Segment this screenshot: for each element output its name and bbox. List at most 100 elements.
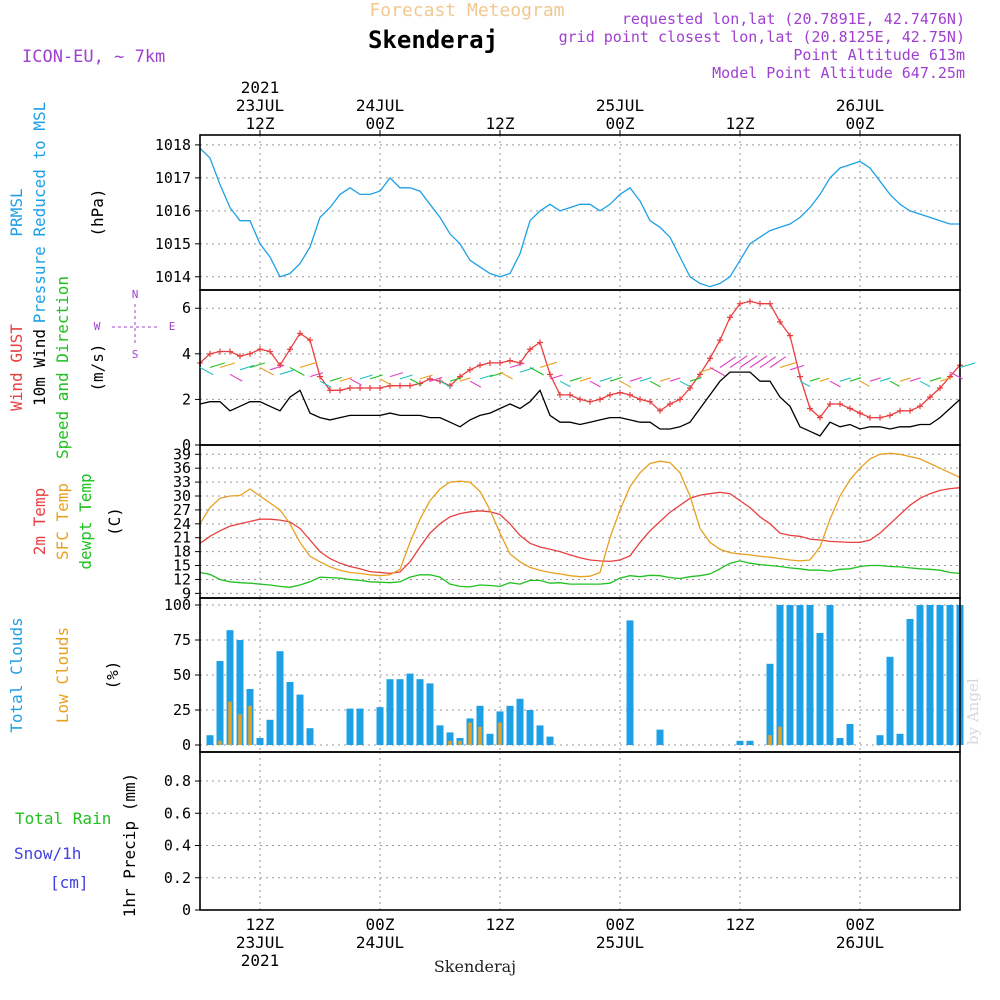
- cloud-bar-total: [406, 673, 414, 745]
- wind-direction-arrow: [229, 373, 243, 382]
- gust-marker: [737, 300, 743, 307]
- gust-marker: [747, 298, 753, 305]
- compass-s: S: [132, 348, 139, 361]
- gust-marker: [717, 337, 723, 344]
- cloud-bar-total: [266, 719, 274, 745]
- cloud-bar-total: [736, 740, 744, 745]
- snow-unit-label: [cm]: [50, 873, 89, 892]
- wind-direction-arrow: [879, 377, 891, 382]
- wind-direction-arrow: [489, 372, 504, 378]
- bottom-time-label: 2021: [241, 951, 280, 970]
- gust-marker: [837, 400, 843, 407]
- series-line-10m-wind: [199, 371, 961, 437]
- panel-unit: (hPa): [88, 188, 107, 236]
- wind-direction-arrow: [529, 367, 544, 376]
- wind-direction-arrow: [599, 376, 612, 382]
- wind-direction-arrow: [559, 380, 571, 388]
- gust-marker: [807, 405, 813, 412]
- watermark: by Angel: [964, 678, 982, 745]
- model-label: ICON-EU, ~ 7km: [22, 47, 165, 67]
- top-time-label: 00Z: [606, 114, 635, 133]
- panel-ylabel: Wind GUST: [7, 324, 26, 411]
- gust-marker: [677, 396, 683, 403]
- y-tick-label: 25: [173, 701, 191, 719]
- cloud-bar-total: [216, 661, 224, 745]
- y-tick-label: 75: [173, 631, 191, 649]
- gust-marker: [707, 355, 713, 362]
- gust-marker: [667, 400, 673, 407]
- panels: 202123JUL12Z12Z23JUL202124JUL00Z00Z24JUL…: [7, 78, 976, 970]
- gust-marker: [207, 350, 213, 357]
- bottom-time-label: 00Z: [366, 915, 395, 934]
- cloud-bar-total: [236, 640, 244, 745]
- wind-direction-arrow: [369, 374, 383, 380]
- cloud-bar-total: [846, 724, 854, 745]
- cloud-bar-total: [816, 633, 824, 745]
- wind-direction-arrow: [659, 377, 671, 382]
- wind-direction-arrow: [509, 362, 525, 369]
- snow-label: Snow/1h: [14, 844, 81, 863]
- gust-marker: [907, 407, 913, 414]
- y-tick-label: 24: [173, 515, 191, 533]
- cloud-bar-total: [536, 725, 544, 745]
- wind-direction-arrow: [829, 380, 841, 388]
- cloud-bar-low: [238, 714, 242, 745]
- y-tick-label: 0.6: [164, 804, 191, 822]
- wind-direction-arrow: [839, 377, 851, 382]
- cloud-bar-total: [916, 605, 924, 745]
- wind-direction-arrow: [239, 364, 255, 371]
- y-tick-label: 39: [173, 445, 191, 463]
- cloud-bar-total: [786, 605, 794, 745]
- y-tick-label: 0: [182, 436, 191, 454]
- cloud-bar-total: [526, 710, 534, 745]
- wind-direction-arrow: [779, 362, 796, 369]
- cloud-bar-total: [766, 663, 774, 745]
- y-tick-label: 0: [182, 901, 191, 919]
- panel-ylabel: PRMSL: [7, 188, 26, 236]
- bottom-time-label: 25JUL: [596, 933, 644, 952]
- wind-direction-arrow: [349, 378, 362, 386]
- y-tick-label: 0.4: [164, 837, 191, 855]
- bottom-time-label: 23JUL: [236, 933, 284, 952]
- gust-marker: [757, 300, 763, 307]
- cloud-bar-total: [386, 679, 394, 745]
- wind-direction-arrow: [959, 362, 976, 369]
- wind-direction-arrow: [709, 367, 725, 377]
- point-altitude: Point Altitude 613m: [793, 46, 965, 64]
- gust-marker: [337, 387, 343, 394]
- wind-direction-arrow: [399, 374, 413, 380]
- gust-marker: [817, 414, 823, 421]
- gust-marker: [357, 385, 363, 392]
- gust-marker: [377, 385, 383, 392]
- gust-marker: [507, 357, 513, 364]
- gust-marker: [397, 382, 403, 389]
- wind-direction-arrow: [819, 377, 830, 382]
- cloud-bar-total: [936, 605, 944, 745]
- panel-ylabel: Low Clouds: [53, 627, 72, 723]
- gust-marker: [467, 366, 473, 373]
- gust-marker: [637, 396, 643, 403]
- gust-marker: [607, 391, 613, 398]
- gridpoint-coords: grid point closest lon,lat (20.8125E, 42…: [559, 28, 965, 46]
- wind-direction-arrow: [569, 377, 582, 382]
- y-tick-label: 1015: [155, 235, 191, 253]
- wind-direction-arrow: [749, 355, 768, 368]
- y-tick-label: 33: [173, 473, 191, 491]
- cloud-bar-low: [448, 740, 452, 745]
- cloud-bar-total: [836, 738, 844, 745]
- bottom-time-label: 00Z: [846, 915, 875, 934]
- gust-marker: [627, 391, 633, 398]
- wind-direction-arrow: [689, 377, 702, 382]
- cloud-bar-total: [776, 605, 784, 745]
- y-tick-label: 100: [164, 596, 191, 614]
- wind-direction-arrow: [429, 376, 443, 382]
- wind-direction-arrow: [389, 372, 404, 378]
- wind-direction-arrow: [199, 367, 214, 376]
- pressure-panel: 1014 1015 1016 1017 1018 PRMSL Pressure Reduce…: [7, 102, 961, 323]
- cloud-bar-total: [516, 698, 524, 745]
- gust-marker: [537, 339, 543, 346]
- wind-direction-arrow: [609, 376, 623, 382]
- y-tick-label: 21: [173, 529, 191, 547]
- cloud-bar-total: [626, 620, 634, 745]
